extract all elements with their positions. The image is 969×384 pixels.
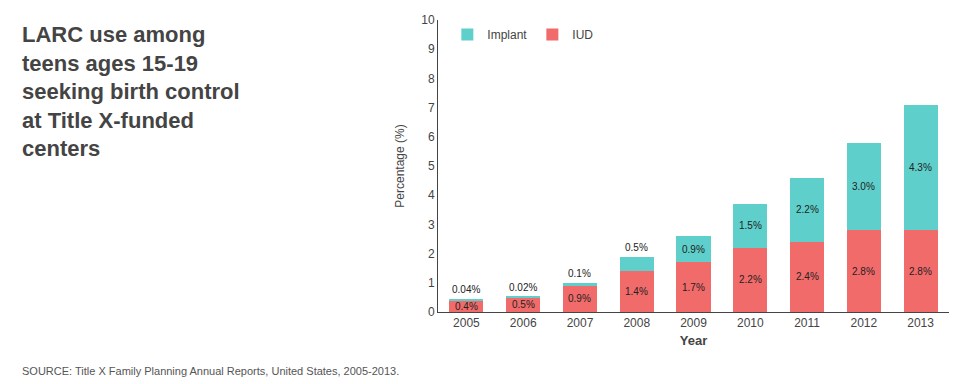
svg-text:2010: 2010 xyxy=(737,316,764,330)
svg-text:Year: Year xyxy=(680,333,707,348)
svg-text:2009: 2009 xyxy=(680,316,707,330)
svg-text:3: 3 xyxy=(428,218,435,232)
svg-text:SOURCE: Title X Family Plannin: SOURCE: Title X Family Planning Annual R… xyxy=(22,365,399,377)
svg-text:0.1%: 0.1% xyxy=(568,268,591,279)
svg-text:4: 4 xyxy=(428,188,435,202)
svg-text:LARC use amongteens ages 15-19: LARC use amongteens ages 15-19seeking bi… xyxy=(22,22,240,161)
svg-text:2.2%: 2.2% xyxy=(739,274,762,285)
svg-text:2: 2 xyxy=(428,247,435,261)
svg-text:7: 7 xyxy=(428,101,435,115)
svg-text:2006: 2006 xyxy=(510,316,537,330)
svg-text:1: 1 xyxy=(428,276,435,290)
svg-text:0: 0 xyxy=(428,305,435,319)
svg-text:2005: 2005 xyxy=(453,316,480,330)
svg-text:0.4%: 0.4% xyxy=(455,301,478,312)
svg-text:9: 9 xyxy=(428,42,435,56)
svg-text:10: 10 xyxy=(421,13,435,27)
svg-text:2012: 2012 xyxy=(850,316,877,330)
svg-text:2.2%: 2.2% xyxy=(796,204,819,215)
svg-text:0.9%: 0.9% xyxy=(568,293,591,304)
svg-text:2.8%: 2.8% xyxy=(852,266,875,277)
svg-text:0.04%: 0.04% xyxy=(452,284,480,295)
svg-text:4.3%: 4.3% xyxy=(909,162,932,173)
svg-text:0.5%: 0.5% xyxy=(512,299,535,310)
svg-text:5: 5 xyxy=(428,159,435,173)
svg-text:0.5%: 0.5% xyxy=(625,242,648,253)
svg-text:2008: 2008 xyxy=(623,316,650,330)
svg-text:6: 6 xyxy=(428,130,435,144)
svg-text:3.0%: 3.0% xyxy=(852,181,875,192)
svg-text:Implant: Implant xyxy=(487,28,527,42)
svg-text:2.4%: 2.4% xyxy=(796,271,819,282)
svg-text:0.02%: 0.02% xyxy=(509,282,537,293)
svg-text:2013: 2013 xyxy=(907,316,934,330)
svg-text:0.9%: 0.9% xyxy=(682,244,705,255)
svg-text:1.5%: 1.5% xyxy=(739,220,762,231)
svg-text:1.7%: 1.7% xyxy=(682,282,705,293)
svg-text:2.8%: 2.8% xyxy=(909,266,932,277)
svg-text:8: 8 xyxy=(428,72,435,86)
svg-text:2011: 2011 xyxy=(794,316,820,330)
svg-text:Percentage (%): Percentage (%) xyxy=(393,124,407,207)
svg-text:2007: 2007 xyxy=(567,316,594,330)
svg-text:IUD: IUD xyxy=(572,28,593,42)
svg-text:1.4%: 1.4% xyxy=(625,286,648,297)
